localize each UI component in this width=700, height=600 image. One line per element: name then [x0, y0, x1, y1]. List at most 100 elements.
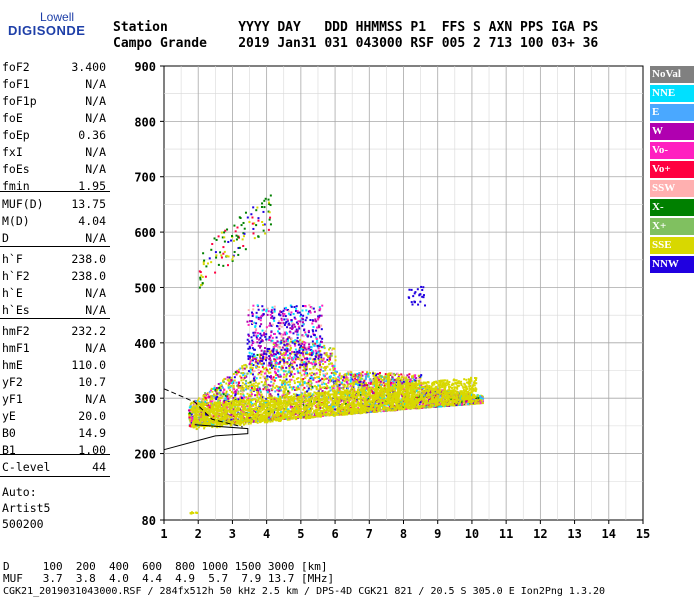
- echo-point: [302, 369, 305, 372]
- echo-point: [211, 397, 214, 400]
- echo-point: [290, 373, 293, 376]
- x-tick-label: 2: [195, 527, 202, 541]
- echo-point: [228, 376, 231, 379]
- echo-point: [400, 381, 403, 384]
- echo-point: [331, 348, 334, 351]
- echo-point: [403, 388, 406, 391]
- echo-point: [209, 399, 212, 402]
- echo-point: [352, 383, 355, 386]
- echo-point: [328, 379, 331, 382]
- echo-point: [332, 405, 335, 408]
- echo-point: [330, 379, 333, 382]
- x-tick-label: 3: [229, 527, 236, 541]
- param-value: N/A: [85, 341, 106, 355]
- echo-point: [275, 360, 278, 363]
- echo-point: [209, 400, 212, 403]
- echo-point: [325, 395, 328, 398]
- echo-point: [301, 361, 304, 364]
- echo-point: [211, 395, 214, 398]
- echo-point: [217, 419, 220, 422]
- echo-point: [301, 358, 304, 361]
- echo-point: [291, 365, 294, 368]
- echo-point: [349, 396, 352, 399]
- echo-point: [323, 386, 326, 389]
- echo-point: [358, 381, 361, 384]
- echo-point: [348, 383, 351, 386]
- echo-point: [358, 411, 361, 414]
- echo-point: [225, 390, 228, 393]
- x-tick-label: 5: [297, 527, 304, 541]
- echo-point: [321, 359, 324, 362]
- echo-point: [318, 367, 321, 370]
- echo-point: [477, 394, 480, 397]
- echo-point: [256, 419, 259, 422]
- echo-point: [299, 372, 302, 375]
- echo-point: [311, 387, 314, 390]
- echo-point: [228, 381, 231, 384]
- echo-point: [333, 405, 336, 408]
- echo-point: [378, 374, 381, 377]
- echo-point: [369, 410, 372, 413]
- echo-point: [232, 381, 235, 384]
- param-row: hmE 110.0: [2, 358, 106, 375]
- echo-point: [288, 386, 291, 389]
- echo-point: [348, 401, 351, 404]
- echo-point: [251, 368, 254, 371]
- x-tick-label: 4: [263, 527, 270, 541]
- echo-point: [310, 388, 313, 391]
- echo-point: [371, 383, 374, 386]
- echo-point: [463, 402, 466, 405]
- echo-point: [316, 411, 319, 414]
- echo-point: [310, 362, 313, 365]
- echo-point: [361, 398, 364, 401]
- echo-point: [268, 394, 271, 397]
- x-tick-label: 15: [636, 527, 650, 541]
- echo-point: [346, 385, 349, 388]
- echo-point: [382, 395, 385, 398]
- echo-point: [298, 393, 301, 396]
- echo-point: [217, 398, 220, 401]
- echo-point: [312, 361, 315, 364]
- echo-point: [307, 389, 310, 392]
- echo-point: [450, 397, 453, 400]
- echo-point: [227, 397, 230, 400]
- echo-point: [321, 390, 324, 393]
- echo-point: [352, 385, 355, 388]
- echo-point: [351, 386, 354, 389]
- echo-point: [317, 369, 320, 372]
- param-label: B1: [2, 443, 16, 457]
- echo-point: [477, 397, 480, 400]
- echo-point: [390, 395, 393, 398]
- param-row: foEs N/A: [2, 162, 106, 179]
- echo-point: [243, 410, 246, 413]
- echo-point: [349, 384, 352, 387]
- echo-point: [209, 395, 212, 398]
- echo-point: [330, 399, 333, 402]
- echo-point: [362, 381, 365, 384]
- echo-point: [293, 342, 296, 345]
- echo-point: [304, 368, 307, 371]
- echo-point: [279, 414, 282, 417]
- echo-point: [414, 379, 417, 382]
- echo-point: [343, 395, 346, 398]
- echo-point: [323, 352, 326, 355]
- echo-point: [287, 408, 290, 411]
- param-row: h`F2 238.0: [2, 269, 106, 286]
- echo-point: [412, 378, 415, 381]
- echo-point: [478, 401, 481, 404]
- echo-point: [262, 395, 265, 398]
- echo-point: [282, 376, 285, 379]
- echo-point: [223, 377, 226, 380]
- echo-point: [262, 384, 265, 387]
- echo-point: [282, 353, 285, 356]
- echo-point: [285, 361, 288, 364]
- echo-point: [341, 379, 344, 382]
- echo-point: [349, 378, 352, 381]
- echo-point: [230, 395, 233, 398]
- echo-point: [210, 387, 213, 390]
- echo-point: [289, 363, 292, 366]
- echo-point: [397, 375, 400, 378]
- param-label: foF1p: [2, 94, 37, 108]
- echo-point: [271, 397, 274, 400]
- echo-point: [295, 386, 298, 389]
